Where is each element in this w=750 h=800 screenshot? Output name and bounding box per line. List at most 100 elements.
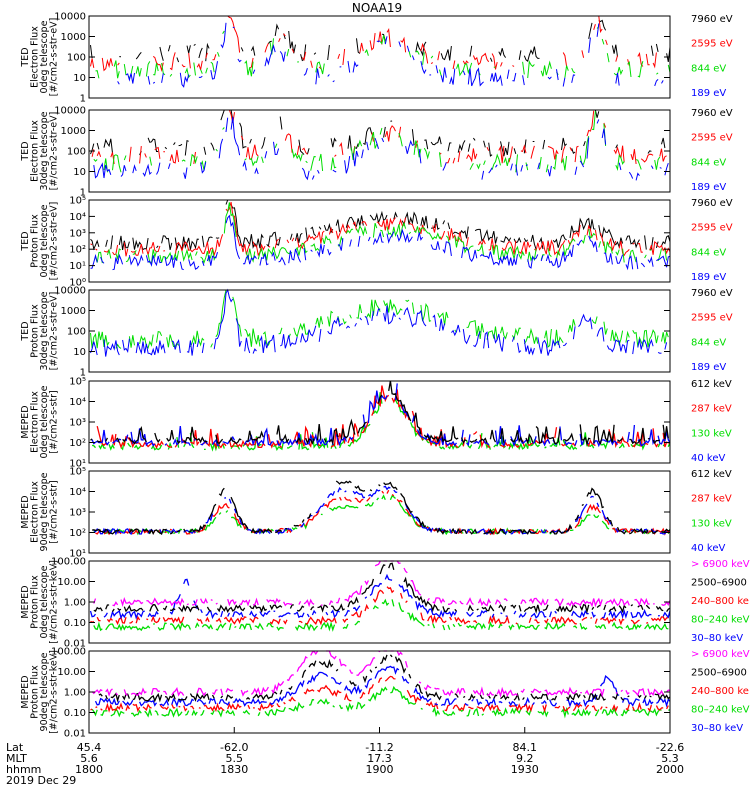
y-axis-label: Proton Flux xyxy=(30,575,41,629)
y-axis-label: [#/cm2-s-str-eV] xyxy=(49,292,60,371)
x-tick-label-mlt: 9.2 xyxy=(516,752,534,765)
y-tick-label: 0.10 xyxy=(64,618,86,629)
series-red-trace xyxy=(95,489,671,536)
panel-frame xyxy=(88,650,671,734)
x-tick-label-lat: -11.2 xyxy=(365,741,393,754)
series-blue-trace xyxy=(90,214,671,271)
y-axis-label: Electron Flux xyxy=(30,26,41,88)
y-axis-label: 0deg telescope xyxy=(39,20,50,93)
y-tick-label: 1000 xyxy=(61,306,86,317)
y-axis-label: Electron Flux xyxy=(30,391,41,453)
y-axis-label: TED xyxy=(20,231,31,251)
y-axis-label: 90deg telescope xyxy=(39,472,50,551)
panel-frame xyxy=(88,470,671,554)
legend-entry: 30–80 keV xyxy=(691,633,743,644)
x-tick-label-hhmm: 1830 xyxy=(220,763,248,776)
y-axis-label: TED xyxy=(20,47,31,67)
legend-entry: 2595 eV xyxy=(691,39,733,50)
y-tick-label: 10000 xyxy=(54,286,86,297)
y-tick-label: 100 xyxy=(67,53,86,64)
y-axis-label: [#/cm2-s-str-eV] xyxy=(49,18,60,97)
y-axis-label: [#/cm2-s-str-eV] xyxy=(49,202,60,281)
series-green-trace xyxy=(93,494,671,536)
y-axis-label: Proton Flux xyxy=(30,214,41,268)
legend-entry: 844 eV xyxy=(691,63,726,74)
series-blue-trace xyxy=(94,486,670,534)
series-green-trace xyxy=(90,289,669,349)
y-tick-label: 10³ xyxy=(69,508,86,519)
y-tick-label: 10⁵ xyxy=(69,196,86,207)
series-red-trace xyxy=(90,586,669,626)
y-axis-label: [#/cm2-s-str-keV] xyxy=(49,560,60,644)
legend-entry: 844 eV xyxy=(691,337,726,348)
series-blue-trace xyxy=(89,573,671,620)
y-axis-label: Proton Flux xyxy=(30,665,41,719)
legend-entry: 612 keV xyxy=(691,379,732,390)
chart-title: NOAA19 xyxy=(352,1,402,15)
legend-entry: > 6900 keV xyxy=(691,649,750,660)
legend-entry: 240–800 ke xyxy=(691,596,749,607)
y-tick-label: 1.00 xyxy=(64,688,86,699)
x-tick-label-mlt: 17.3 xyxy=(367,752,392,765)
y-axis-label: [#/cm2-s-str] xyxy=(49,480,60,543)
y-tick-label: 10.00 xyxy=(57,667,86,678)
y-tick-label: 10² xyxy=(69,245,86,256)
y-axis-label: 30deg telescope xyxy=(39,111,50,190)
y-axis-label: 0deg telescope xyxy=(39,204,50,277)
y-axis-label: MEPED xyxy=(20,675,31,708)
legend-entry: 40 keV xyxy=(691,543,725,554)
legend-entry: 844 eV xyxy=(691,157,726,168)
legend-entry: 80–240 keV xyxy=(691,615,750,626)
y-axis-label: 90deg telescope xyxy=(39,652,50,731)
series-green-trace xyxy=(96,202,671,263)
legend-entry: 844 eV xyxy=(691,247,726,258)
y-tick-label: 0.10 xyxy=(64,708,86,719)
x-tick-label-mlt: 5.5 xyxy=(226,752,244,765)
x-tick-label-hhmm: 2000 xyxy=(656,763,684,776)
legend-entry: > 6900 keV xyxy=(691,559,750,570)
x-tick-label-hhmm: 1930 xyxy=(511,763,539,776)
legend-entry: 40 keV xyxy=(691,453,725,464)
panel-frame xyxy=(88,109,671,193)
series-red-trace xyxy=(90,201,671,257)
series-green-trace xyxy=(94,111,670,172)
y-axis-label: [#/cm2-s-str-keV] xyxy=(49,650,60,734)
legend-entry: 7960 eV xyxy=(691,198,733,209)
y-axis-label: TED xyxy=(20,141,31,161)
y-tick-label: 10000 xyxy=(54,12,86,23)
y-tick-label: 1 xyxy=(80,188,86,199)
x-row-label-mlt: MLT xyxy=(6,752,27,765)
series-black-trace xyxy=(91,480,671,536)
legend-entry: 80–240 keV xyxy=(691,705,750,716)
panel-frame xyxy=(88,15,671,99)
x-tick-label-lat: -62.0 xyxy=(220,741,248,754)
legend-entry: 2595 eV xyxy=(691,313,733,324)
x-tick-label-mlt: 5.3 xyxy=(661,752,679,765)
panel-frame xyxy=(88,289,671,373)
panel-frame xyxy=(88,199,671,283)
legend-entry: 189 eV xyxy=(691,362,726,373)
y-tick-label: 10⁴ xyxy=(69,487,86,498)
y-tick-label: 1000 xyxy=(61,126,86,137)
y-axis-label: 0deg telescope xyxy=(39,385,50,458)
x-tick-label-lat: -22.6 xyxy=(656,741,684,754)
y-axis-label: Proton Flux xyxy=(30,304,41,358)
x-tick-label-hhmm: 1900 xyxy=(366,763,394,776)
y-tick-label: 10¹ xyxy=(69,459,86,470)
y-tick-label: 1 xyxy=(80,94,86,105)
legend-entry: 130 keV xyxy=(691,428,732,439)
y-tick-label: 10.00 xyxy=(57,577,86,588)
series-black-trace xyxy=(98,654,671,703)
legend-entry: 130 keV xyxy=(691,518,732,529)
legend-entry: 287 keV xyxy=(691,404,732,415)
series-magenta-trace xyxy=(91,650,671,698)
legend-entry: 7960 eV xyxy=(691,288,733,299)
y-tick-label: 10 xyxy=(73,347,86,358)
y-tick-label: 100.00 xyxy=(51,647,86,658)
